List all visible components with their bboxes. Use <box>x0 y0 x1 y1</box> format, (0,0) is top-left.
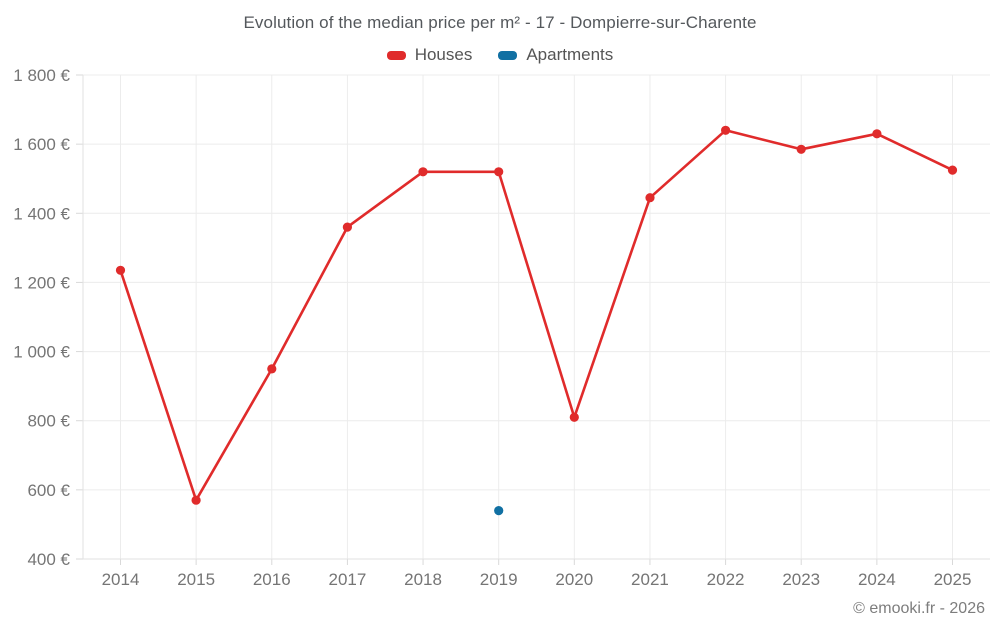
point-houses-2021[interactable] <box>645 193 655 203</box>
x-tick-label: 2023 <box>782 570 820 589</box>
point-houses-2017[interactable] <box>342 222 352 232</box>
copyright-text: © emooki.fr - 2026 <box>853 600 985 617</box>
legend-item-apartments[interactable]: Apartments <box>498 45 613 65</box>
legend-swatch-apartments <box>498 50 518 60</box>
x-tick-label: 2015 <box>177 570 215 589</box>
point-apartments-2019[interactable] <box>494 506 504 516</box>
x-tick-label: 2021 <box>631 570 669 589</box>
x-tick-label: 2020 <box>555 570 593 589</box>
point-houses-2014[interactable] <box>115 265 126 275</box>
chart-title: Evolution of the median price per m² - 1… <box>243 13 757 32</box>
point-houses-2025[interactable] <box>947 165 958 175</box>
y-tick-label: 1 600 € <box>13 135 70 154</box>
y-tick-label: 800 € <box>27 412 70 431</box>
x-tick-label: 2014 <box>102 570 140 589</box>
legend-label-apartments: Apartments <box>526 45 614 64</box>
y-tick-label: 1 400 € <box>13 204 70 223</box>
legend: Houses Apartments <box>0 45 1000 65</box>
point-houses-2016[interactable] <box>267 364 277 374</box>
x-tick-label: 2018 <box>404 570 442 589</box>
series-line-houses <box>119 129 954 502</box>
x-tick-label: 2017 <box>328 570 366 589</box>
legend-item-houses[interactable]: Houses <box>386 45 473 65</box>
y-tick-label: 1 200 € <box>13 273 70 292</box>
x-tick-label: 2025 <box>934 570 972 589</box>
legend-label-houses: Houses <box>414 45 473 64</box>
y-tick-label: 1 800 € <box>13 66 70 85</box>
legend-swatch-houses <box>386 50 406 60</box>
point-houses-2019[interactable] <box>494 167 504 177</box>
point-houses-2020[interactable] <box>569 412 579 422</box>
x-tick-label: 2022 <box>707 570 745 589</box>
point-houses-2018[interactable] <box>418 167 428 177</box>
y-tick-label: 1 000 € <box>13 343 70 362</box>
point-houses-2022[interactable] <box>721 125 731 135</box>
x-tick-label: 2024 <box>858 570 896 589</box>
point-houses-2023[interactable] <box>796 144 806 154</box>
point-houses-2024[interactable] <box>872 129 882 139</box>
y-tick-label: 400 € <box>27 550 70 569</box>
x-tick-label: 2019 <box>480 570 518 589</box>
x-tick-label: 2016 <box>253 570 291 589</box>
point-houses-2015[interactable] <box>191 495 201 505</box>
y-tick-label: 600 € <box>27 481 70 500</box>
